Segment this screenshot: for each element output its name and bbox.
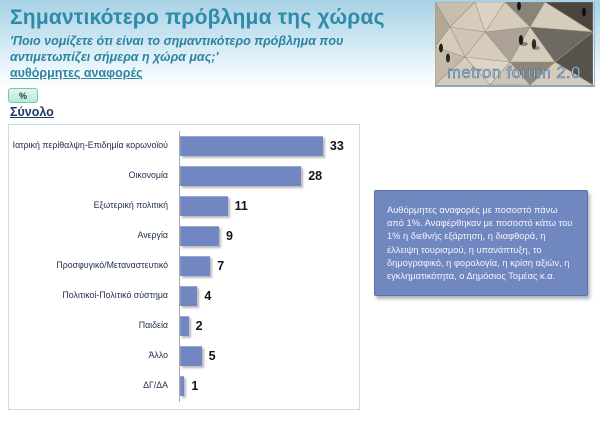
- value-label: 9: [225, 229, 233, 243]
- chart-row: ΔΓ/ΔΑ 1: [9, 371, 359, 401]
- note-text: Αυθόρμητες αναφορές με ποσοστό πάνω από …: [387, 205, 573, 281]
- value-label: 2: [195, 319, 203, 333]
- chart-row: Ανεργία 9: [9, 221, 359, 251]
- category-label: Πολιτικοί-Πολιτικό σύστημα: [62, 290, 168, 301]
- value-label: 7: [217, 259, 225, 273]
- category-label: Οικονομία: [128, 170, 168, 181]
- bar: [180, 376, 185, 396]
- spontaneous-mentions-label: αυθόρμητες αναφορές: [10, 66, 143, 80]
- bar: [180, 256, 211, 276]
- bar: [180, 166, 302, 186]
- metron-forum-logo: metron forum 2.0: [435, 2, 595, 87]
- category-label: Ανεργία: [137, 230, 168, 241]
- bar-chart: Ιατρική περίθαλψη-Επιδημία κορωνοϊού 33 Οι…: [8, 124, 360, 410]
- header-banner: Σημαντικότερο πρόβλημα της χώρας 'Ποιο ν…: [0, 0, 600, 88]
- percent-button[interactable]: %: [8, 88, 38, 103]
- bar: [180, 196, 228, 216]
- category-label: Προσφυγικό/Μεταναστευτικό: [56, 260, 168, 271]
- bar: [180, 226, 219, 246]
- chart-axis-line: [179, 131, 180, 402]
- category-label: ΔΓ/ΔΑ: [143, 380, 168, 391]
- category-label: Άλλο: [148, 350, 168, 361]
- bar: [180, 136, 323, 156]
- value-label: 5: [208, 349, 216, 363]
- bar: [180, 286, 198, 306]
- chart-row: Οικονομία 28: [9, 161, 359, 191]
- value-label: 4: [204, 289, 212, 303]
- note-box: Αυθόρμητες αναφορές με ποσοστό πάνω από …: [374, 190, 588, 297]
- bar: [180, 316, 189, 336]
- logo-text: metron forum 2.0: [447, 64, 581, 82]
- category-label: Παιδεία: [138, 320, 168, 331]
- category-label: Ιατρική περίθαλψη-Επιδημία κορωνοϊού: [12, 140, 168, 151]
- survey-question: 'Ποιο νομίζετε ότι είναι το σημαντικότερ…: [10, 34, 344, 64]
- group-label-total: Σύνολο: [10, 105, 54, 119]
- pedestrian-figures: [439, 2, 586, 63]
- chart-row: Παιδεία 2: [9, 311, 359, 341]
- bar: [180, 346, 202, 366]
- plaza-photo-graphic: metron forum 2.0: [435, 2, 593, 85]
- chart-row: Προσφυγικό/Μεταναστευτικό 7: [9, 251, 359, 281]
- value-label: 1: [191, 379, 199, 393]
- chart-row: Πολιτικοί-Πολιτικό σύστημα 4: [9, 281, 359, 311]
- page-title: Σημαντικότερο πρόβλημα της χώρας: [10, 6, 385, 29]
- chart-row: Άλλο 5: [9, 341, 359, 371]
- chart-row: Ιατρική περίθαλψη-Επιδημία κορωνοϊού 33: [9, 131, 359, 161]
- chart-row: Εξωτερική πολιτική 11: [9, 191, 359, 221]
- chart-rows: Ιατρική περίθαλψη-Επιδημία κορωνοϊού 33 Οι…: [9, 131, 359, 401]
- category-label: Εξωτερική πολιτική: [93, 200, 168, 211]
- value-label: 11: [234, 199, 248, 213]
- value-label: 33: [329, 139, 344, 153]
- value-label: 28: [308, 169, 323, 183]
